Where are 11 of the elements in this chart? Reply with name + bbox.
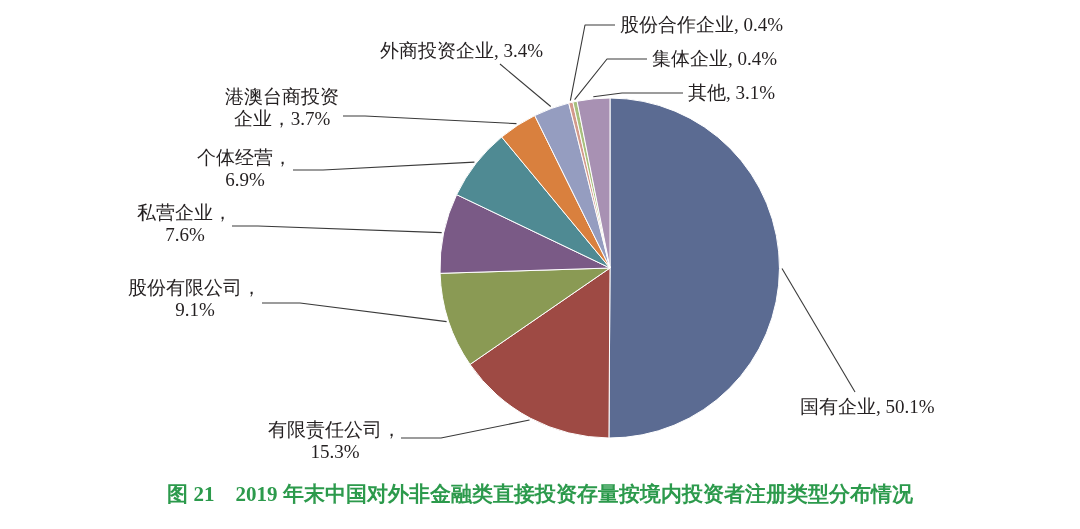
slice-label: 个体经营，6.9% — [196, 147, 294, 191]
slice-label: 私营企业，7.6% — [136, 202, 234, 246]
slice-label: 股份合作企业, 0.4% — [620, 14, 784, 36]
title: 图 21 2019 年末中国对外非金融类直接投资存量按境内投资者注册类型分布情况 — [166, 481, 914, 507]
slice-label: 外商投资企业, 3.4% — [380, 40, 544, 62]
slice-label: 有限责任公司，15.3% — [267, 419, 403, 463]
slice-label: 港澳台商投资企业，3.7% — [224, 86, 340, 130]
slice-label: 股份有限公司，9.1% — [127, 277, 263, 321]
slice-label: 国有企业, 50.1% — [800, 396, 935, 418]
slice-label: 其他, 3.1% — [688, 82, 776, 104]
slice-label: 集体企业, 0.4% — [652, 48, 778, 70]
